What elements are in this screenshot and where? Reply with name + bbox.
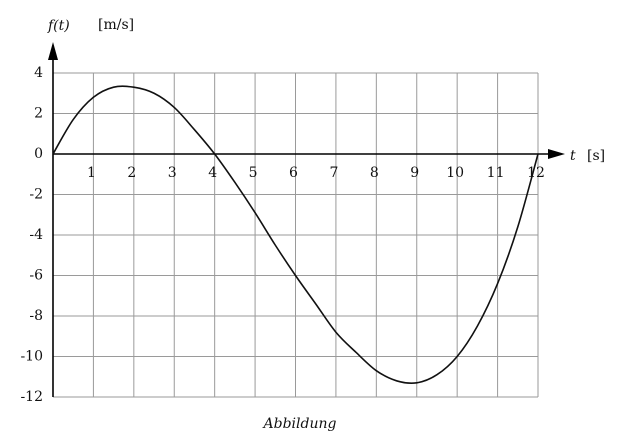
x-axis-unit: [s] bbox=[587, 148, 605, 164]
y-tick-label: -6 bbox=[29, 268, 43, 284]
y-tick-label: -2 bbox=[29, 187, 43, 203]
x-tick-label: 12 bbox=[527, 165, 545, 181]
x-tick-label: 8 bbox=[370, 165, 379, 181]
caption: Abbildung bbox=[262, 416, 337, 432]
x-tick-label: 4 bbox=[208, 165, 217, 181]
x-tick-label: 2 bbox=[127, 165, 136, 181]
y-axis-label: f(t) bbox=[47, 18, 70, 34]
x-axis-arrow bbox=[548, 149, 565, 159]
y-tick-label: 4 bbox=[34, 65, 43, 81]
y-tick-label: -4 bbox=[29, 227, 43, 243]
x-axis-label: t bbox=[570, 148, 576, 164]
y-tick-label: -10 bbox=[20, 349, 43, 365]
y-tick-label: 2 bbox=[34, 106, 43, 122]
x-tick-label: 11 bbox=[487, 165, 505, 181]
y-tick-label: -12 bbox=[20, 389, 43, 405]
x-tick-label: 10 bbox=[446, 165, 464, 181]
y-tick-label: -8 bbox=[29, 308, 43, 324]
x-tick-label: 9 bbox=[410, 165, 419, 181]
x-tick-label: 6 bbox=[289, 165, 298, 181]
x-tick-label: 1 bbox=[87, 165, 96, 181]
x-tick-label: 7 bbox=[329, 165, 338, 181]
x-tick-label: 5 bbox=[249, 165, 258, 181]
curve bbox=[52, 85, 539, 385]
y-tick-label: 0 bbox=[34, 146, 43, 162]
y-axis-arrow bbox=[48, 42, 58, 60]
y-axis-unit: [m/s] bbox=[98, 17, 134, 33]
x-tick-label: 3 bbox=[168, 165, 177, 181]
